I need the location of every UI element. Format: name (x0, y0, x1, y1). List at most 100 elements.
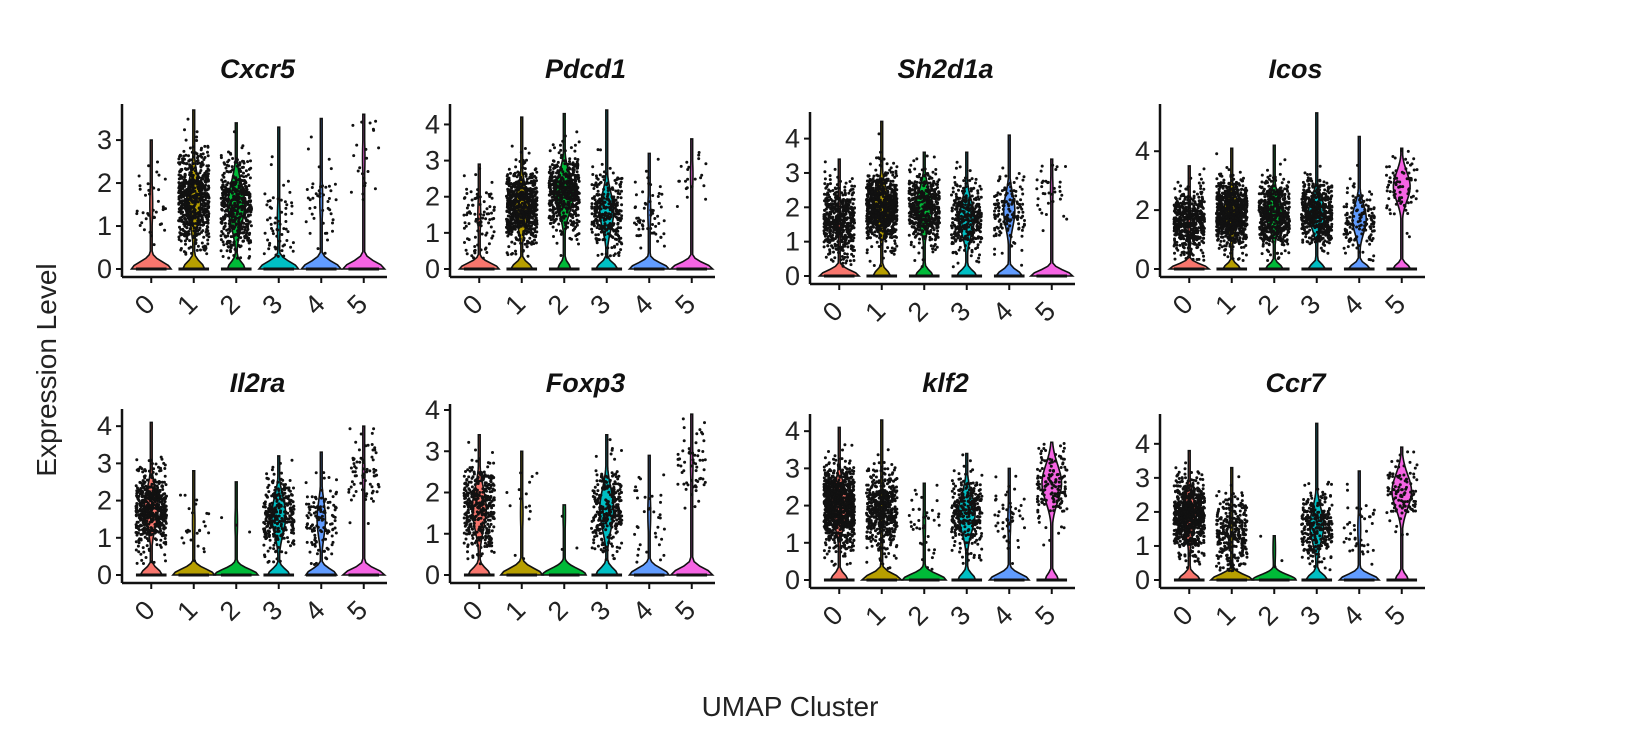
cell-point (873, 264, 876, 267)
cell-point (832, 227, 835, 230)
cell-point (517, 231, 520, 234)
cell-point (609, 227, 612, 230)
cell-point (178, 196, 181, 199)
cell-point (199, 153, 202, 156)
cell-point (975, 206, 978, 209)
cell-point (282, 255, 285, 258)
cell-point (597, 190, 600, 193)
cell-point (195, 226, 198, 229)
cell-point (843, 204, 846, 207)
cell-point (846, 218, 849, 221)
cell-point (829, 178, 832, 181)
cell-point (894, 199, 897, 202)
cell-point (614, 252, 617, 255)
cell-point (883, 237, 886, 240)
cell-point (243, 182, 246, 185)
cell-point (530, 216, 533, 219)
cell-point (915, 192, 918, 195)
cell-point (891, 174, 894, 177)
cell-point (189, 246, 192, 249)
cell-point (890, 201, 893, 204)
cell-point (875, 202, 878, 205)
cell-point (823, 170, 826, 173)
cell-point (236, 257, 239, 260)
cell-point (609, 167, 612, 170)
cell-point (608, 206, 611, 209)
violin-cluster-0 (131, 140, 171, 269)
cell-point (322, 222, 325, 225)
cell-point (524, 147, 527, 150)
cell-point (249, 210, 252, 213)
cell-point (202, 200, 205, 203)
cell-point (248, 221, 251, 224)
cell-point (203, 145, 206, 148)
cell-point (224, 187, 227, 190)
cell-point (527, 219, 530, 222)
cell-point (152, 187, 155, 190)
cell-point (557, 161, 560, 164)
cell-point (833, 256, 836, 259)
cell-point (562, 205, 565, 208)
cell-point (284, 200, 287, 203)
cell-point (519, 237, 522, 240)
cell-point (922, 218, 925, 221)
cell-point (198, 186, 201, 189)
cell-point (511, 252, 514, 255)
cell-point (515, 158, 518, 161)
cell-point (570, 203, 573, 206)
cell-point (358, 166, 361, 169)
cell-point (936, 211, 939, 214)
cell-point (187, 215, 190, 218)
cell-point (331, 222, 334, 225)
cell-point (317, 247, 320, 250)
cell-point (555, 180, 558, 183)
cell-point (263, 252, 266, 255)
cell-point (686, 196, 689, 199)
cell-point (603, 238, 606, 241)
cell-point (274, 222, 277, 225)
cell-point (277, 220, 280, 223)
cell-point (657, 222, 660, 225)
cell-point (937, 219, 940, 222)
cell-point (829, 213, 832, 216)
cell-point (242, 172, 245, 175)
cell-point (952, 191, 955, 194)
cell-point (201, 177, 204, 180)
cell-point (246, 160, 249, 163)
cell-point (965, 185, 968, 188)
cell-point (152, 209, 155, 212)
cell-point (912, 216, 915, 219)
cell-point (565, 174, 568, 177)
cell-point (509, 217, 512, 220)
cell-point (599, 173, 602, 176)
cell-point (929, 200, 932, 203)
cell-point (570, 179, 573, 182)
cell-point (525, 173, 528, 176)
cell-point (365, 157, 368, 160)
cell-point (837, 230, 840, 233)
cell-point (223, 202, 226, 205)
cell-point (466, 211, 469, 214)
cell-point (890, 233, 893, 236)
cell-point (921, 246, 924, 249)
cell-point (228, 219, 231, 222)
cell-point (591, 212, 594, 215)
cell-point (551, 176, 554, 179)
cell-point (553, 184, 556, 187)
cell-point (839, 247, 842, 250)
cell-point (367, 170, 370, 173)
cell-point (884, 200, 887, 203)
cell-point (880, 243, 883, 246)
cell-point (563, 162, 566, 165)
cell-point (207, 179, 210, 182)
cell-point (181, 203, 184, 206)
cell-point (487, 221, 490, 224)
cell-point (601, 163, 604, 166)
cell-point (910, 211, 913, 214)
cell-point (180, 232, 183, 235)
cell-point (184, 174, 187, 177)
cell-point (567, 176, 570, 179)
violin-shape (131, 140, 171, 269)
cell-point (244, 204, 247, 207)
cell-point (243, 216, 246, 219)
